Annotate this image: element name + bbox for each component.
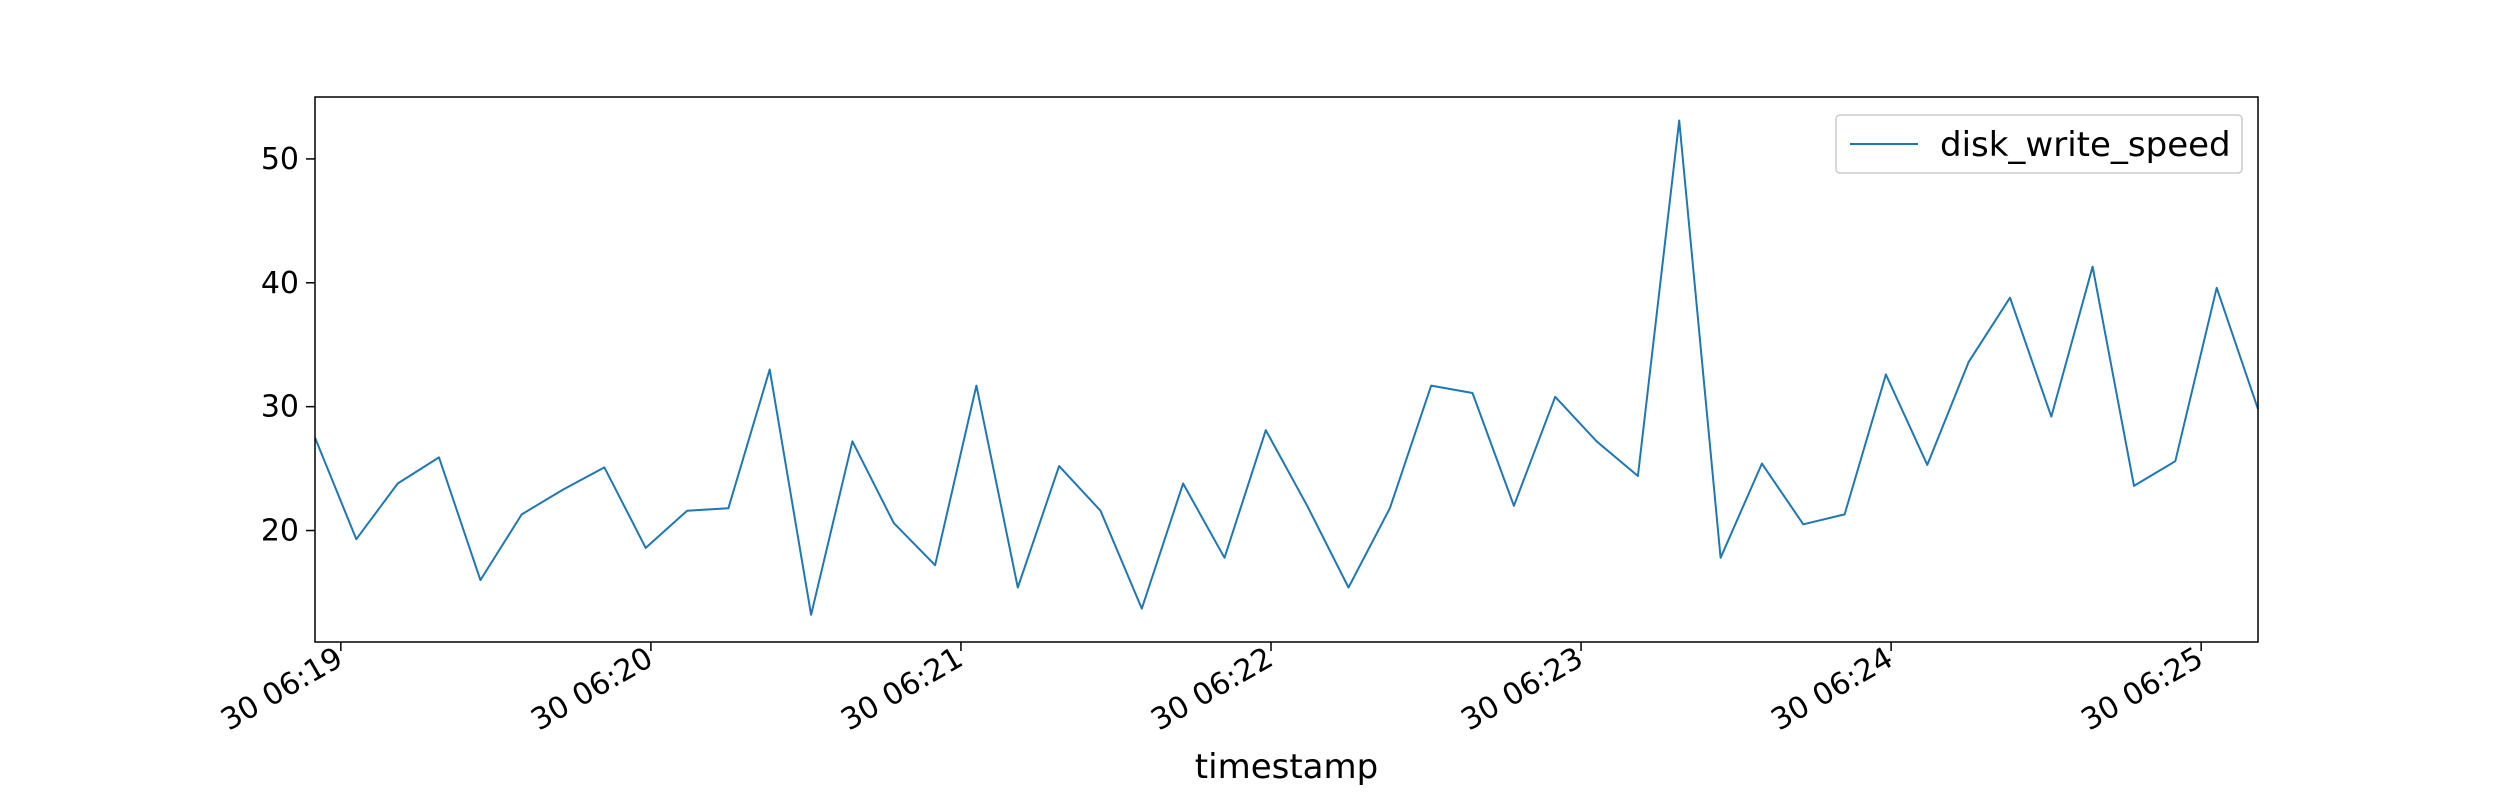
y-tick-label: 40 — [261, 266, 299, 301]
y-tick-label: 50 — [261, 142, 299, 177]
legend: disk_write_speed — [1835, 114, 2243, 174]
y-axis: 20 30 40 50 — [261, 142, 315, 549]
plot-area — [314, 119, 2259, 616]
y-tick-label: 30 — [261, 390, 299, 425]
legend-label: disk_write_speed — [1940, 125, 2231, 165]
x-axis-title: timestamp — [1195, 747, 1378, 787]
legend-box — [1835, 114, 2243, 174]
series-line-disk-write-speed — [314, 119, 2259, 616]
axes-frame — [314, 96, 2259, 643]
y-tick-label: 20 — [261, 514, 299, 549]
